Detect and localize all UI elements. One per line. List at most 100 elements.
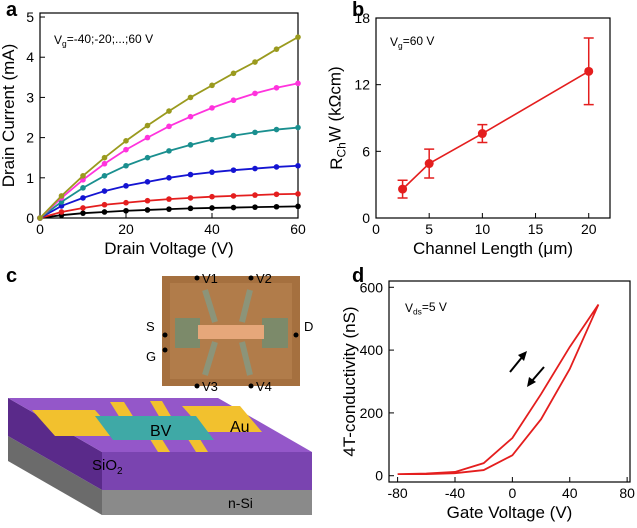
y-tick-label: 5 [26,9,34,25]
point [230,97,237,104]
annotation: Vg=60 V [390,34,434,51]
annotation-part: V [405,301,413,315]
connecting-line [402,70,590,190]
panel-letter: c [6,265,17,287]
point [209,193,215,200]
label: V3 [202,379,218,394]
x-tick-label: 0 [36,221,44,237]
point [295,80,301,87]
point [230,167,237,173]
annotation-part: =60 V [403,34,435,48]
label: SiO [92,457,117,474]
y-axis-label-part: R [327,157,346,169]
point [166,108,172,114]
label: D [304,319,313,334]
point [252,90,258,97]
x-axis-label: Drain Voltage (V) [104,239,233,258]
point [144,207,151,213]
x-tick-label: 0 [508,485,516,501]
arrows [509,351,545,387]
x-tick-label: 5 [425,221,433,237]
plot-frame [388,280,631,483]
point [424,159,434,169]
y-tick-label: 0 [362,210,370,226]
annotation: Vg=-40;-20;...;60 V [54,32,153,49]
point [187,171,194,178]
point [58,193,65,199]
point [209,136,215,143]
electrodes [202,289,253,376]
annotation-sub: ds [413,307,422,317]
substrate-side [8,436,102,515]
label: Au [230,419,250,436]
label: G [146,349,156,364]
point [187,142,194,148]
au-finger [110,402,132,418]
x-tick-label: 80 [619,485,635,501]
point [187,94,194,101]
x-tick-label: 15 [528,221,544,237]
y-tick-label: 2 [26,130,34,146]
point [123,207,129,214]
point [252,59,258,65]
point [209,105,215,111]
point [123,199,129,206]
point [123,138,129,144]
point [166,123,172,130]
bv-flake [95,416,214,440]
point [209,205,215,211]
point [166,148,172,154]
point [209,82,215,89]
point [101,209,108,215]
point [101,172,108,179]
y-axis-label-sub: Ch [335,142,349,157]
point [144,154,151,161]
label: V2 [256,271,272,286]
x-tick-label: 10 [475,221,491,237]
point [230,132,237,139]
point [584,66,594,76]
annotation-part: =5 V [422,300,447,314]
pad-d [262,318,288,348]
point [123,162,129,169]
x-axis-label: Channel Length (μm) [413,239,573,258]
point [209,169,215,175]
annotation-part: V [54,33,62,47]
point [252,204,258,210]
point [144,179,151,185]
point [273,84,280,91]
point [166,196,172,202]
y-tick-label: 0 [26,210,34,226]
point [273,46,280,52]
point [101,160,108,167]
point [187,113,194,120]
point [230,193,237,199]
point [37,215,43,221]
point [273,126,280,133]
x-tick-label: 20 [581,221,597,237]
point [80,172,86,179]
y-axis-label: Drain Current (mA) [0,44,18,188]
point [187,205,194,212]
y-tick-label: 0 [375,468,383,484]
y-tick-label: 18 [354,10,370,26]
oxide-front [102,452,312,490]
series-line [397,304,600,476]
point [80,195,86,201]
label: V4 [256,379,272,394]
label: BV [150,423,172,440]
point [477,129,487,139]
annotation-sub: g [398,41,403,51]
arrow-head [527,377,536,387]
y-axis-label-part: W (kΩcm) [325,66,344,142]
point [80,185,86,191]
probe-dots [162,275,299,389]
annotation-part: =-40;-20;...;60 V [67,32,153,46]
point [252,165,258,172]
arrow [530,366,545,383]
point [80,177,86,183]
point [295,124,301,131]
point [252,192,258,198]
y-axis-label: 4T-conductivity (nS) [340,306,359,456]
